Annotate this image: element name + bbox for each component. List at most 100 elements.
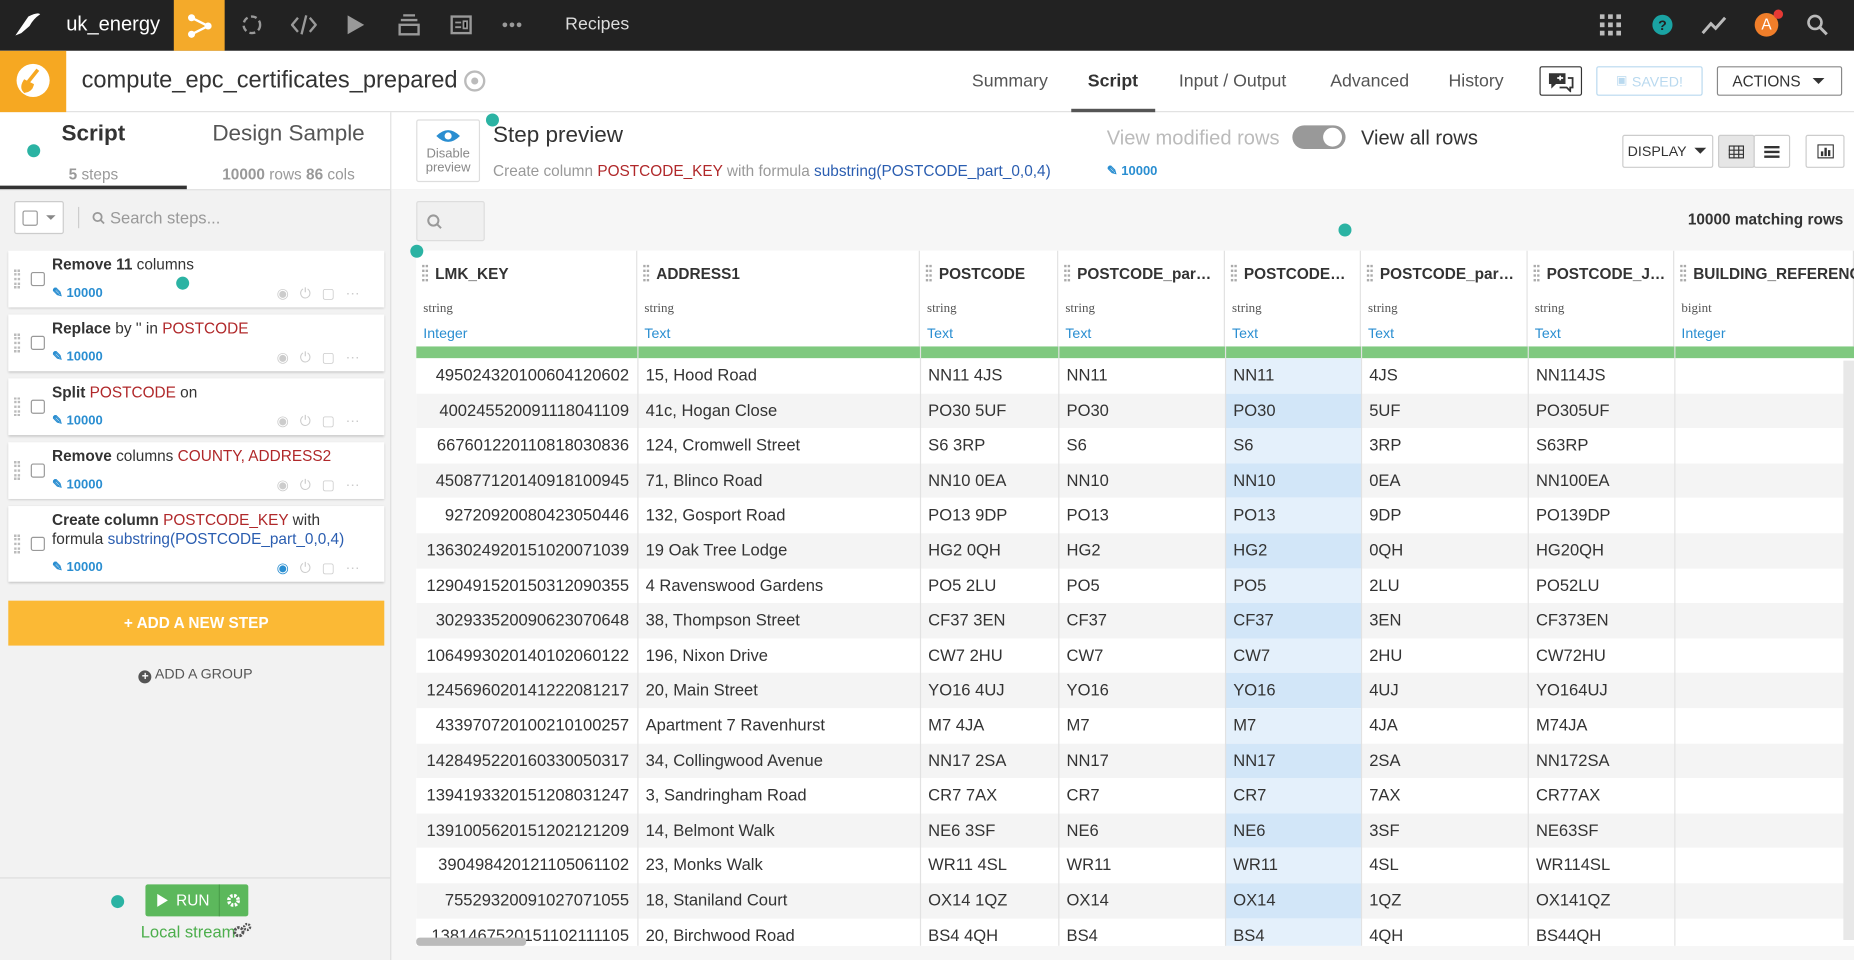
cell[interactable]: 4QH	[1369, 925, 1404, 945]
add-step-button[interactable]: + ADD A NEW STEP	[8, 600, 385, 646]
cell[interactable]: PO30	[1066, 400, 1109, 420]
cell[interactable]: CF37	[1066, 610, 1108, 630]
cell[interactable]: NN17	[1233, 750, 1276, 770]
cell[interactable]: CW7 2HU	[928, 645, 1003, 665]
cell[interactable]: NN10	[1233, 470, 1276, 490]
nav-icon[interactable]	[290, 13, 317, 37]
save-button[interactable]: ▣ SAVED!	[1596, 66, 1703, 96]
select-all[interactable]	[14, 201, 64, 235]
step-checkbox[interactable]	[30, 463, 45, 478]
cell[interactable]: NN172SA	[1535, 750, 1610, 770]
discussions-button[interactable]	[1539, 66, 1583, 96]
cell[interactable]: 4 Ravenswood Gardens	[645, 575, 824, 595]
column-header[interactable]: POSTCODE string Text	[920, 250, 1059, 347]
cell[interactable]: 1391005620151202121209	[426, 820, 630, 840]
stream-label[interactable]: Local stream	[140, 922, 236, 942]
column-meaning[interactable]: Text	[1534, 325, 1561, 342]
cell[interactable]: 3SF	[1369, 820, 1400, 840]
cell[interactable]: NN17	[1066, 750, 1109, 770]
cell[interactable]: BS4	[1233, 925, 1265, 945]
cell[interactable]: PO139DP	[1535, 505, 1611, 525]
nav-icon[interactable]	[345, 13, 366, 37]
drag-handle[interactable]	[1064, 264, 1071, 282]
cell[interactable]: PO5	[1233, 575, 1267, 595]
cell[interactable]: PO13	[1233, 505, 1276, 525]
cell[interactable]: 5UF	[1369, 400, 1401, 420]
column-name[interactable]: LMK_KEY	[435, 264, 509, 283]
cell[interactable]: CF37	[1233, 610, 1274, 630]
cell[interactable]: 667601220110818030836	[436, 435, 630, 455]
cell[interactable]: 15, Hood Road	[645, 365, 757, 385]
cell[interactable]: HG2	[1233, 540, 1268, 560]
cell[interactable]: HG2 0QH	[928, 540, 1001, 560]
drag-handle[interactable]	[14, 461, 21, 481]
tab[interactable]: Input / Output	[1178, 70, 1287, 92]
cell[interactable]: S6	[1066, 435, 1087, 455]
cell[interactable]: PO13	[1066, 505, 1109, 525]
cell[interactable]: NN17 2SA	[928, 750, 1007, 770]
cell[interactable]: 4JS	[1369, 365, 1398, 385]
cell[interactable]: M7 4JA	[928, 715, 985, 735]
cell[interactable]: CR7	[1233, 785, 1267, 805]
cell[interactable]: 4UJ	[1369, 680, 1399, 700]
cell[interactable]: 18, Staniland Court	[645, 890, 788, 910]
cell[interactable]: YO16 4UJ	[928, 680, 1005, 700]
step-checkbox[interactable]	[30, 399, 45, 414]
cell[interactable]: PO30	[1233, 400, 1276, 420]
cell[interactable]: NN11	[1233, 365, 1275, 385]
cell[interactable]: 2LU	[1369, 575, 1400, 595]
actions-button[interactable]: ACTIONS	[1716, 66, 1843, 96]
cell[interactable]: 9DP	[1369, 505, 1402, 525]
search-icon[interactable]	[1807, 14, 1828, 36]
cell[interactable]: OX14 1QZ	[928, 890, 1008, 910]
cell[interactable]: WR11	[1233, 855, 1279, 875]
cell[interactable]: WR114SL	[1535, 855, 1611, 875]
drag-handle[interactable]	[422, 264, 429, 282]
cell[interactable]: 1290491520150312090355	[426, 575, 630, 595]
drag-handle[interactable]	[14, 333, 21, 353]
cell[interactable]: 4JA	[1369, 715, 1398, 735]
cell[interactable]: 20, Main Street	[645, 680, 758, 700]
flow-button[interactable]	[173, 0, 225, 51]
view-modified[interactable]: View modified rows	[1106, 126, 1280, 149]
cell[interactable]: 7AX	[1369, 785, 1401, 805]
grid-view-button[interactable]	[1718, 134, 1755, 168]
column-header[interactable]: POSTCODE… string Text	[1225, 250, 1361, 347]
step-card[interactable]: Create column POSTCODE_KEY with formula …	[8, 506, 385, 582]
cell[interactable]: PO305UF	[1535, 400, 1610, 420]
cell[interactable]: Apartment 7 Ravenhurst	[645, 715, 826, 735]
cell[interactable]: 450877120140918100945	[435, 470, 630, 490]
cell[interactable]: NN114JS	[1535, 365, 1606, 385]
display-button[interactable]: DISPLAY	[1622, 134, 1714, 168]
column-meaning[interactable]: Text	[1232, 325, 1259, 342]
cell[interactable]: CR77AX	[1535, 785, 1601, 805]
cell[interactable]: OX14	[1066, 890, 1109, 910]
step-actions[interactable]: ◉⏻▢⋯	[276, 412, 371, 430]
cell[interactable]: 75529320091027071055	[444, 890, 630, 910]
cell[interactable]: 196, Nixon Drive	[645, 645, 768, 665]
step-checkbox[interactable]	[30, 271, 45, 287]
drag-handle[interactable]	[1680, 264, 1687, 282]
cell[interactable]: CW7	[1233, 645, 1271, 665]
cell[interactable]: 1245696020141222081217	[426, 680, 630, 700]
cell[interactable]: S63RP	[1535, 435, 1589, 455]
cell[interactable]: CW7	[1066, 645, 1104, 665]
apps-icon[interactable]	[1599, 14, 1622, 36]
cell[interactable]: BS4	[1066, 925, 1098, 945]
cell[interactable]: 302933520090623070648	[435, 610, 630, 630]
avatar[interactable]: A	[1754, 13, 1779, 37]
cell[interactable]: 400245520091118041109	[439, 400, 630, 420]
drag-handle[interactable]	[1533, 264, 1540, 282]
cell[interactable]: 0QH	[1369, 540, 1404, 560]
column-name[interactable]: POSTCODE…	[1243, 264, 1346, 283]
cell[interactable]: YO16	[1066, 680, 1109, 700]
drag-handle[interactable]	[1230, 264, 1237, 282]
cell[interactable]: 0EA	[1369, 470, 1401, 490]
column-header[interactable]: POSTCODE_par… string Text	[1361, 250, 1528, 347]
cell[interactable]: CF373EN	[1535, 610, 1609, 630]
cell[interactable]: 495024320100604120602	[435, 365, 630, 385]
cell[interactable]: YO164UJ	[1535, 680, 1608, 700]
cell[interactable]: CW72HU	[1535, 645, 1606, 665]
cell[interactable]: 23, Monks Walk	[645, 855, 763, 875]
column-header[interactable]: LMK_KEY string Integer	[416, 250, 638, 347]
